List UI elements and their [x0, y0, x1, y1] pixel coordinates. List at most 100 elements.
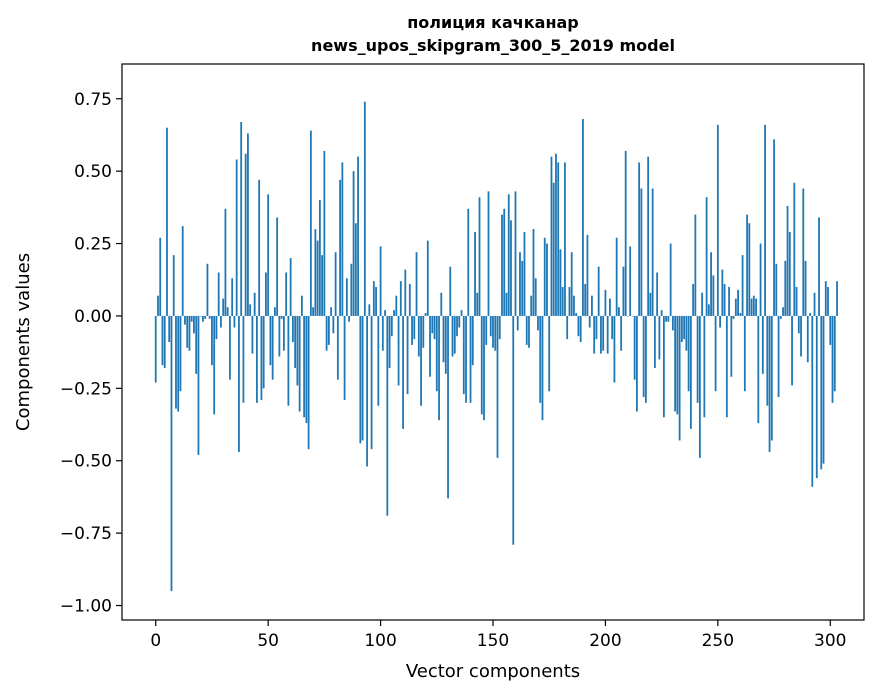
bar	[485, 315, 488, 345]
bar	[525, 315, 528, 345]
bar	[694, 214, 697, 316]
bar	[685, 315, 688, 351]
bar	[314, 229, 317, 316]
bar	[550, 156, 553, 316]
bar	[256, 315, 258, 403]
bar	[604, 289, 607, 316]
bar	[438, 315, 440, 421]
bar	[649, 292, 652, 316]
bar	[820, 315, 823, 470]
bar	[456, 315, 458, 337]
bar	[647, 156, 650, 316]
bar	[570, 252, 573, 316]
bar	[244, 153, 247, 316]
bar	[631, 315, 634, 317]
bar	[501, 214, 503, 316]
bar	[836, 281, 838, 316]
bar	[345, 278, 348, 316]
bar	[773, 139, 775, 316]
bar	[247, 133, 249, 316]
bar	[170, 315, 173, 592]
bar	[276, 217, 279, 316]
bar	[465, 315, 467, 403]
bar	[620, 315, 623, 351]
bar	[561, 286, 564, 316]
bar	[638, 162, 641, 316]
bar	[404, 269, 407, 316]
bar	[521, 260, 524, 316]
bar	[746, 214, 748, 316]
bar	[327, 315, 330, 345]
bar	[260, 315, 263, 400]
bar	[440, 292, 443, 316]
bar	[184, 315, 186, 325]
bar	[595, 315, 598, 340]
bar	[215, 315, 218, 340]
bar	[777, 315, 780, 398]
bar	[483, 315, 485, 421]
bar	[190, 315, 193, 322]
bar	[213, 315, 216, 415]
bar	[415, 252, 418, 316]
bar	[447, 315, 449, 499]
bar	[588, 315, 591, 328]
bar	[235, 159, 238, 316]
bar	[795, 286, 798, 316]
bar	[725, 315, 728, 418]
bar	[402, 315, 404, 429]
bar	[687, 315, 690, 392]
bar	[343, 315, 346, 400]
y-tick-label: −0.75	[60, 524, 112, 544]
bar	[750, 298, 753, 316]
bar	[166, 127, 168, 316]
x-axis-ticks: 0 50 100 150 200 250 300	[150, 620, 846, 651]
bar	[238, 315, 240, 453]
bar	[280, 315, 283, 319]
x-tick-label: 100	[364, 631, 396, 651]
bar	[460, 310, 463, 316]
bar	[680, 315, 683, 342]
bar	[386, 315, 389, 516]
bar	[240, 121, 243, 316]
bar	[357, 156, 359, 316]
bar	[154, 315, 157, 383]
bar	[528, 315, 530, 348]
bar	[660, 310, 663, 316]
bar	[609, 298, 611, 316]
bar	[195, 315, 198, 374]
bar	[291, 315, 294, 342]
bar	[348, 315, 350, 322]
bar	[674, 315, 677, 412]
y-tick-label: −0.25	[60, 379, 112, 399]
bar	[723, 284, 726, 316]
bar	[546, 243, 548, 316]
bar	[714, 315, 717, 392]
bar	[640, 188, 643, 316]
bar	[593, 315, 596, 354]
bar	[516, 315, 519, 331]
bar	[298, 315, 301, 412]
x-tick-label: 250	[702, 631, 734, 651]
bar	[512, 315, 515, 545]
bar	[361, 315, 364, 441]
bar	[229, 315, 231, 380]
bar	[251, 315, 254, 354]
bar	[220, 315, 222, 328]
bar	[833, 315, 836, 392]
bar	[381, 315, 384, 351]
bar	[683, 315, 686, 340]
x-axis-label: Vector components	[406, 661, 580, 682]
bar	[822, 315, 825, 464]
bar	[719, 315, 721, 328]
bar	[494, 315, 497, 351]
x-tick-label: 0	[150, 631, 161, 651]
bar	[307, 315, 310, 450]
bar	[172, 255, 175, 316]
bar	[809, 313, 811, 316]
bar	[417, 315, 420, 357]
bar	[296, 315, 299, 386]
bar	[707, 304, 710, 316]
chart-title: полиция качканар	[407, 13, 579, 32]
bar	[267, 194, 270, 316]
